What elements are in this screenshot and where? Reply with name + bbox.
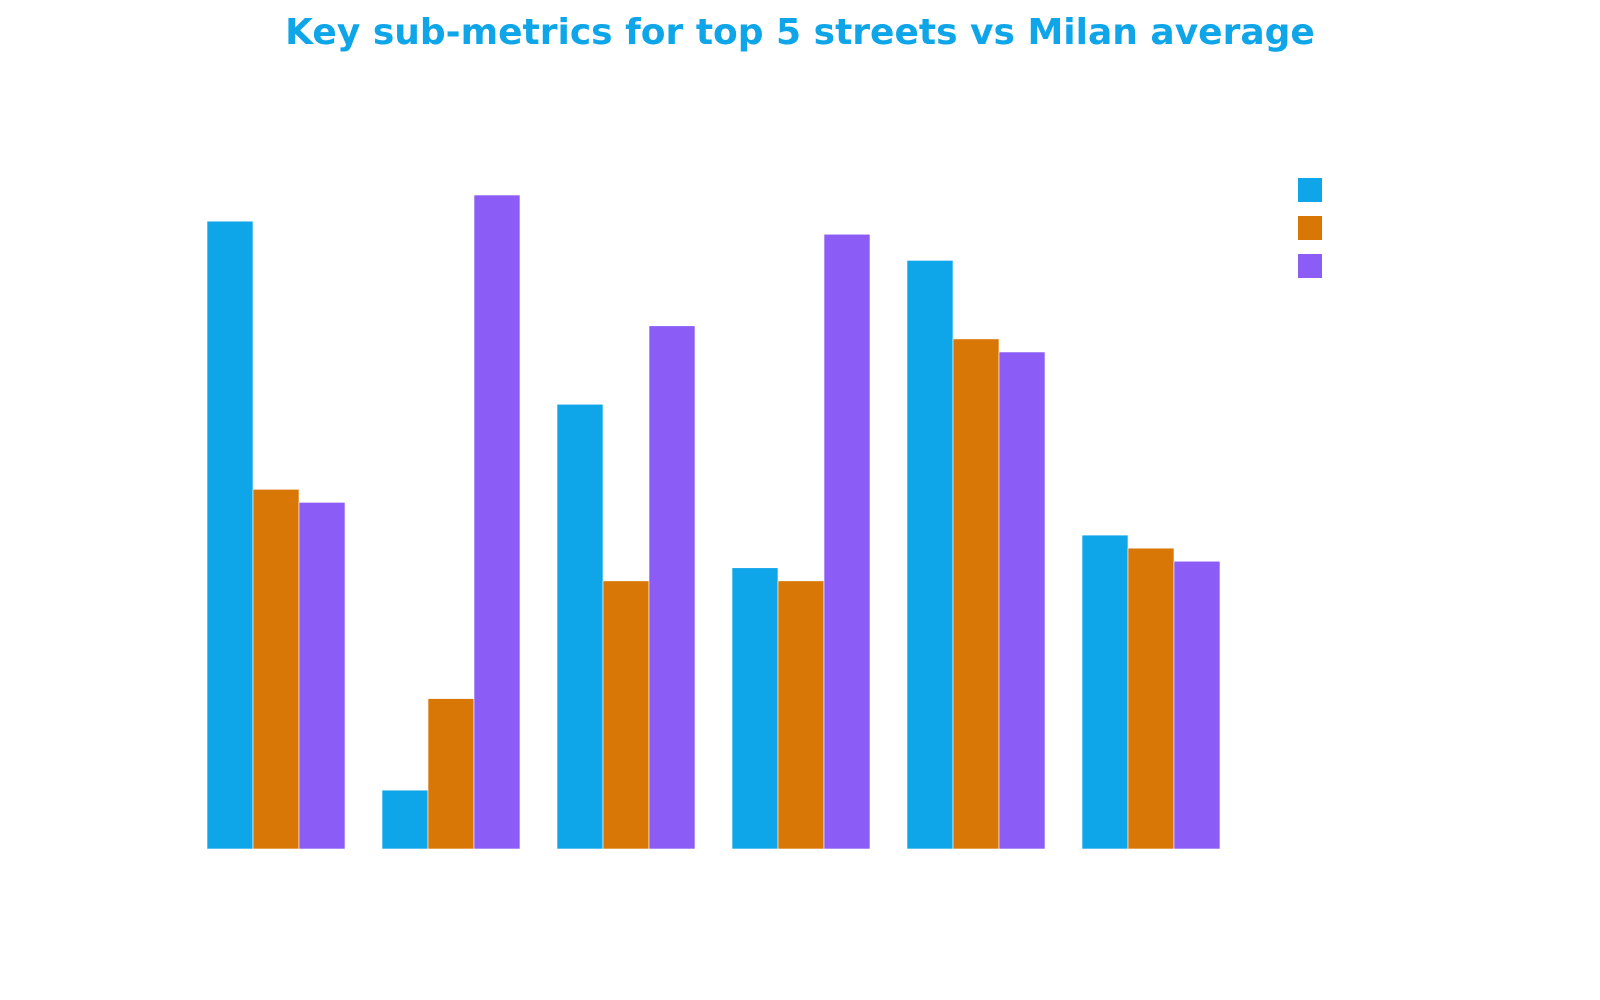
bar-series-3-cat-3: [648, 325, 696, 850]
legend-swatch-2: [1298, 216, 1322, 240]
bar-series-3-cat-4: [823, 233, 871, 850]
bar-series-3-cat-6: [1173, 560, 1221, 850]
legend-swatch-1: [1298, 178, 1322, 202]
bar-series-1-cat-6: [1081, 534, 1129, 850]
bar-series-3-cat-5: [998, 351, 1046, 850]
bar-series-1-cat-2: [381, 789, 429, 850]
bar-series-1-cat-5: [906, 260, 954, 850]
bar-series-2-cat-6: [1127, 547, 1175, 850]
bars-layer: [206, 194, 1221, 850]
bar-series-2-cat-3: [602, 580, 650, 850]
legend: [1298, 178, 1322, 278]
bar-series-2-cat-1: [252, 488, 300, 850]
legend-swatch-3: [1298, 254, 1322, 278]
chart-title: Key sub-metrics for top 5 streets vs Mil…: [285, 12, 1315, 53]
bar-series-1-cat-4: [731, 567, 779, 850]
bar-series-1-cat-3: [556, 403, 604, 850]
bar-series-3-cat-1: [298, 502, 346, 850]
bar-series-1-cat-1: [206, 220, 254, 850]
bar-series-2-cat-2: [427, 698, 475, 850]
bar-series-2-cat-5: [952, 338, 1000, 850]
bar-series-3-cat-2: [473, 194, 521, 850]
bar-series-2-cat-4: [777, 580, 825, 850]
